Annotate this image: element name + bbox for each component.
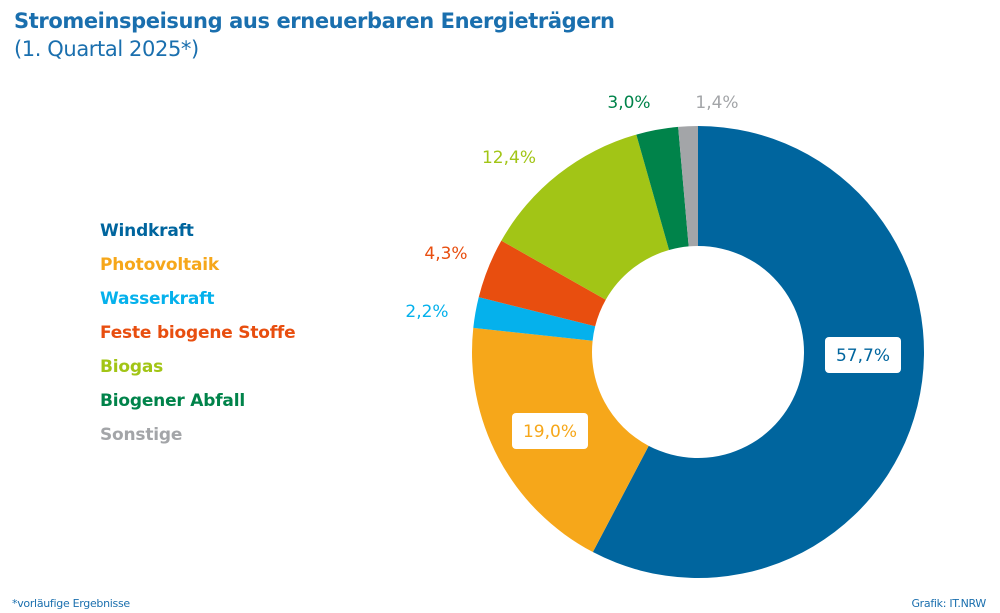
- data-label-wasserkraft: 2,2%: [405, 302, 448, 322]
- data-label-text: 57,7%: [836, 346, 890, 366]
- legend-item-biogener-abfall: Biogener Abfall: [100, 391, 245, 411]
- slice-biogas: [501, 134, 670, 300]
- slice-sonstige: [678, 126, 698, 247]
- slice-wasserkraft: [473, 297, 596, 341]
- data-label-photovoltaik: 19,0%: [512, 413, 588, 449]
- data-label-feste-biogene-stoffe: 4,3%: [424, 244, 467, 264]
- data-label-box: [825, 337, 901, 373]
- data-label-biogener-abfall: 3,0%: [607, 93, 650, 113]
- data-label-sonstige: 1,4%: [695, 93, 738, 113]
- data-label-text: 19,0%: [523, 422, 577, 442]
- legend-item-photovoltaik: Photovoltaik: [100, 255, 219, 275]
- chart-title: Stromeinspeisung aus erneuerbaren Energi…: [14, 9, 615, 33]
- legend-item-feste-biogene-stoffe: Feste biogene Stoffe: [100, 323, 296, 343]
- legend-item-sonstige: Sonstige: [100, 425, 183, 445]
- data-label-biogas: 12,4%: [482, 148, 536, 168]
- legend: Windkraft Photovoltaik Wasserkraft Feste…: [100, 214, 296, 452]
- slice-feste-biogene-stoffe: [478, 240, 606, 327]
- legend-item-biogas: Biogas: [100, 357, 164, 377]
- data-label-windkraft: 57,7%: [825, 337, 901, 373]
- slice-windkraft: [592, 126, 925, 578]
- footnote: *vorläufige Ergebnisse: [12, 597, 130, 610]
- legend-item-wasserkraft: Wasserkraft: [100, 289, 215, 309]
- legend-item-windkraft: Windkraft: [100, 221, 194, 241]
- chart-subtitle: (1. Quartal 2025*): [14, 37, 199, 61]
- slice-biogener-abfall: [636, 126, 689, 251]
- data-label-box: [512, 413, 588, 449]
- source-credit: Grafik: IT.NRW: [911, 597, 986, 610]
